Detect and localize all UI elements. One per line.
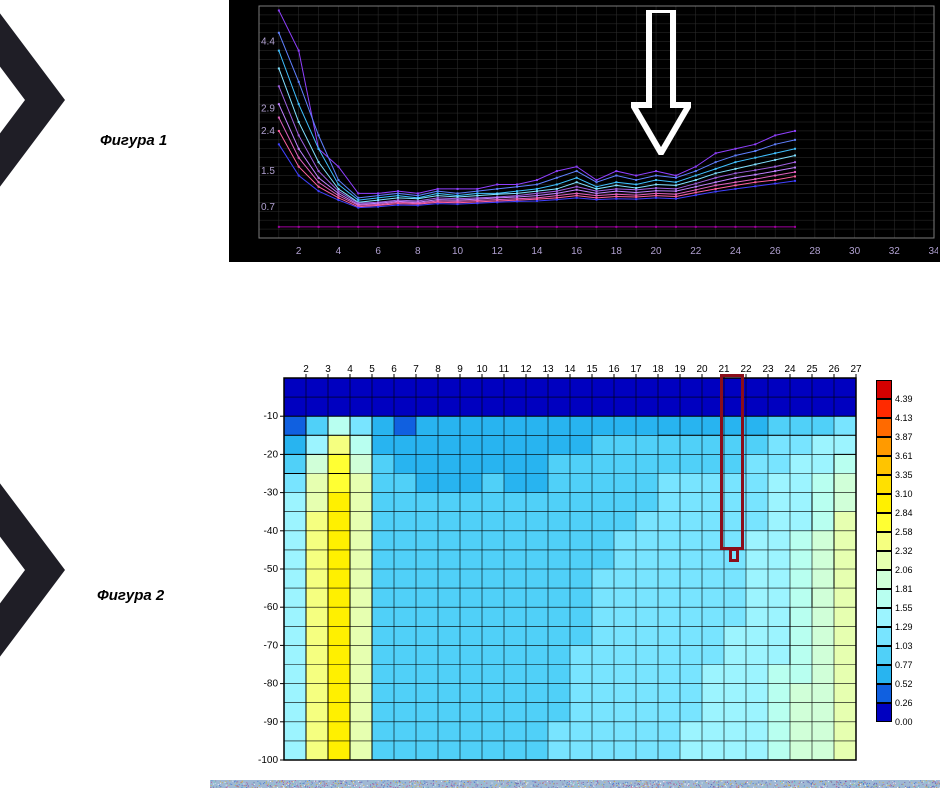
svg-text:26: 26 bbox=[770, 246, 782, 257]
chart-2: 2345678910111213141516171819202122232425… bbox=[242, 356, 862, 766]
svg-text:-20: -20 bbox=[264, 449, 279, 460]
svg-text:3: 3 bbox=[325, 364, 331, 375]
svg-text:-60: -60 bbox=[264, 602, 279, 613]
svg-text:23: 23 bbox=[762, 364, 774, 375]
svg-text:2: 2 bbox=[303, 364, 309, 375]
figure-2-label: Фигура 2 bbox=[97, 587, 164, 604]
svg-text:4.4: 4.4 bbox=[261, 37, 275, 48]
svg-text:-90: -90 bbox=[264, 717, 279, 728]
svg-text:34: 34 bbox=[928, 246, 938, 257]
svg-text:27: 27 bbox=[850, 364, 862, 375]
svg-text:32: 32 bbox=[889, 246, 901, 257]
svg-text:15: 15 bbox=[586, 364, 598, 375]
svg-text:28: 28 bbox=[809, 246, 821, 257]
svg-text:6: 6 bbox=[391, 364, 397, 375]
svg-text:24: 24 bbox=[730, 246, 742, 257]
svg-text:4: 4 bbox=[347, 364, 353, 375]
svg-text:22: 22 bbox=[690, 246, 702, 257]
svg-text:8: 8 bbox=[415, 246, 421, 257]
svg-text:12: 12 bbox=[492, 246, 504, 257]
svg-text:24: 24 bbox=[784, 364, 796, 375]
svg-text:10: 10 bbox=[476, 364, 488, 375]
svg-text:12: 12 bbox=[520, 364, 532, 375]
svg-text:16: 16 bbox=[571, 246, 583, 257]
svg-text:6: 6 bbox=[375, 246, 381, 257]
svg-text:26: 26 bbox=[828, 364, 840, 375]
svg-text:-80: -80 bbox=[264, 679, 279, 690]
svg-text:-100: -100 bbox=[258, 755, 278, 766]
svg-text:-10: -10 bbox=[264, 411, 279, 422]
decor-arrow-2 bbox=[0, 470, 70, 670]
noise-bar bbox=[210, 780, 940, 788]
svg-text:13: 13 bbox=[542, 364, 554, 375]
svg-text:19: 19 bbox=[674, 364, 686, 375]
decor-arrow-1 bbox=[0, 0, 70, 200]
svg-text:17: 17 bbox=[630, 364, 642, 375]
chart-2-marker-tip bbox=[729, 548, 739, 562]
svg-text:20: 20 bbox=[696, 364, 708, 375]
svg-text:4: 4 bbox=[336, 246, 342, 257]
chart-2-legend: 4.39 4.13 3.87 3.61 3.35 3.10 2.84 2.58 … bbox=[876, 380, 936, 722]
svg-text:2.9: 2.9 bbox=[261, 104, 275, 115]
svg-text:14: 14 bbox=[531, 246, 543, 257]
svg-text:7: 7 bbox=[413, 364, 419, 375]
svg-text:11: 11 bbox=[499, 364, 510, 375]
svg-text:10: 10 bbox=[452, 246, 464, 257]
svg-text:18: 18 bbox=[652, 364, 664, 375]
svg-text:20: 20 bbox=[650, 246, 662, 257]
svg-text:18: 18 bbox=[611, 246, 623, 257]
svg-text:30: 30 bbox=[849, 246, 861, 257]
svg-text:5: 5 bbox=[369, 364, 375, 375]
chart-1: 2468101214161820222426283032340.71.52.42… bbox=[229, 0, 940, 262]
svg-text:8: 8 bbox=[435, 364, 441, 375]
svg-text:-30: -30 bbox=[264, 488, 279, 499]
svg-text:1.5: 1.5 bbox=[261, 166, 275, 177]
legend-row: 4.39 bbox=[876, 380, 936, 399]
svg-text:25: 25 bbox=[806, 364, 818, 375]
chart-2-marker bbox=[720, 374, 744, 550]
svg-text:0.7: 0.7 bbox=[261, 202, 275, 213]
svg-text:16: 16 bbox=[608, 364, 620, 375]
svg-text:9: 9 bbox=[457, 364, 463, 375]
svg-text:-40: -40 bbox=[264, 526, 279, 537]
svg-text:-50: -50 bbox=[264, 564, 279, 575]
svg-text:2.4: 2.4 bbox=[261, 126, 275, 137]
svg-text:14: 14 bbox=[564, 364, 576, 375]
figure-1-label: Фигура 1 bbox=[100, 132, 167, 149]
svg-text:2: 2 bbox=[296, 246, 302, 257]
svg-text:-70: -70 bbox=[264, 640, 279, 651]
